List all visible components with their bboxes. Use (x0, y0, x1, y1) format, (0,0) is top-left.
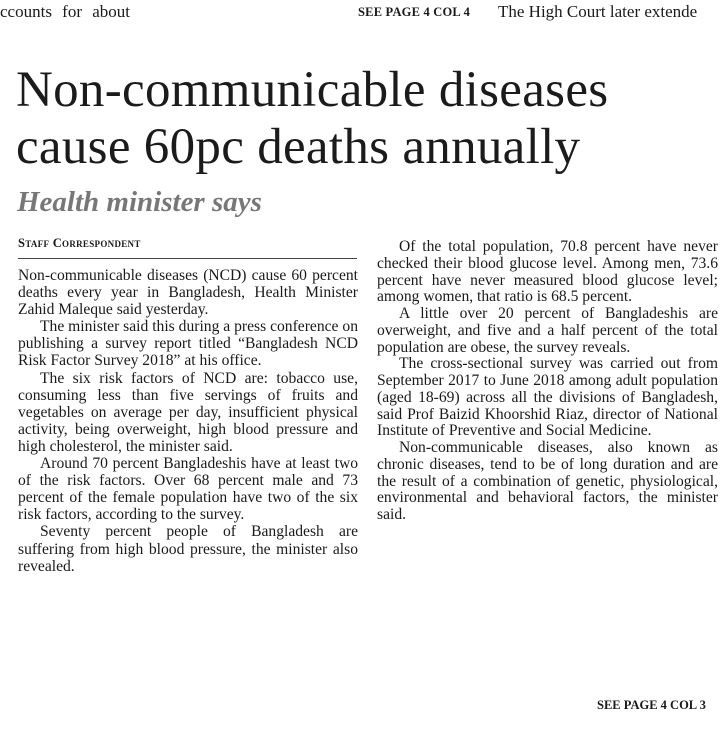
paragraph: The six risk factors of NCD are: tobacco… (18, 369, 358, 455)
continued-jump-link[interactable]: SEE PAGE 4 COL 3 (597, 698, 706, 712)
jump-link[interactable]: SEE PAGE 4 COL 4 (358, 5, 471, 19)
headline: Non-communicable diseases cause 60pc deat… (16, 62, 608, 176)
paragraph: Seventy percent people of Bangladesh are… (18, 523, 358, 575)
paragraph: The minister said this during a press co… (18, 318, 358, 370)
paragraph: Non-communicable diseases, also known as… (377, 439, 718, 523)
paragraph: The cross-sectional survey was carried o… (377, 355, 718, 440)
article-column-left: Non-communicable diseases (NCD) cause 60… (18, 267, 358, 575)
headline-line-1: Non-communicable diseases (16, 62, 609, 118)
previous-article-fragment: ccounts for about (0, 2, 131, 21)
byline: Staff Correspondent (18, 236, 141, 250)
adjacent-article-fragment: The High Court later extende (498, 2, 698, 21)
article-column-right: Of the total population, 70.8 percent ha… (377, 238, 718, 524)
paragraph: Non-communicable diseases (NCD) cause 60… (18, 267, 358, 319)
headline-line-2: cause 60pc deaths annually (16, 119, 581, 175)
byline-divider (18, 258, 357, 259)
subheadline: Health minister says (17, 186, 262, 218)
previous-article-strip: ccounts for about SEE PAGE 4 COL 4 The H… (0, 0, 722, 26)
paragraph: Around 70 percent Bangladeshis have at l… (18, 455, 358, 524)
paragraph: A little over 20 percent of Bangladeshis… (377, 305, 718, 356)
paragraph: Of the total population, 70.8 percent ha… (377, 238, 718, 306)
